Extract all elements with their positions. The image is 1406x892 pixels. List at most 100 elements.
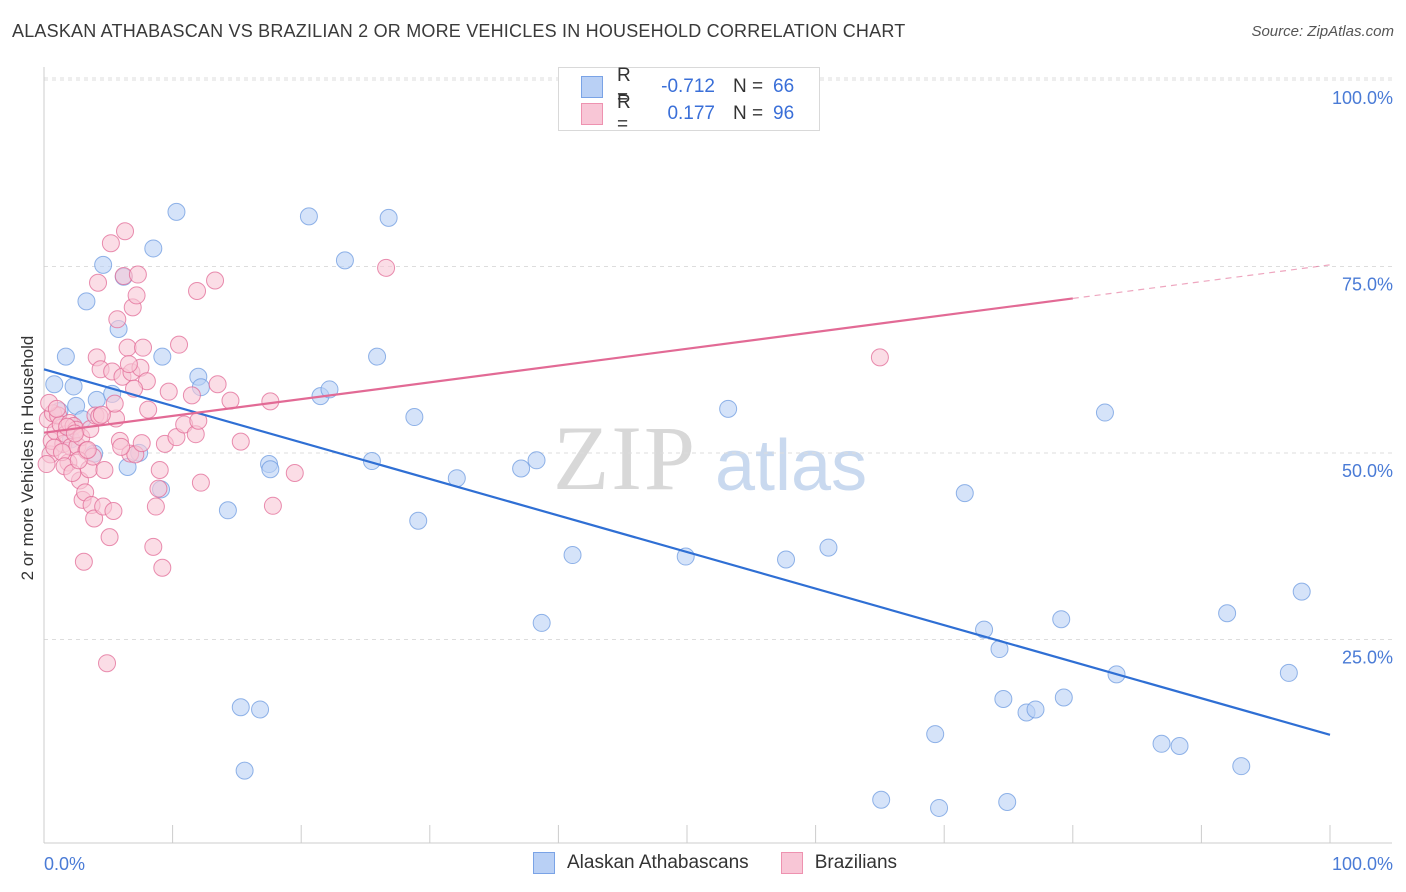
athabascan-point	[777, 550, 796, 569]
brazilian-point	[206, 271, 225, 290]
athabascan-point	[56, 347, 75, 366]
series-legend: Alaskan Athabascans Brazilians	[533, 852, 929, 874]
brazilian-trend-line	[43, 297, 1073, 434]
brazilian-point	[170, 335, 189, 354]
y-tick-label: 100.0%	[1332, 88, 1393, 108]
athabascan-point	[975, 620, 994, 639]
athabascan-point	[1026, 700, 1045, 719]
brazilian-point	[144, 537, 163, 556]
athabascan-point	[167, 202, 186, 221]
athabascan-legend-swatch	[533, 852, 555, 874]
athabascan-point	[261, 460, 280, 479]
athabascan-point	[955, 484, 974, 503]
brazilian-point	[188, 281, 207, 300]
athabascan-point	[77, 292, 96, 311]
athabascan-legend-label: Alaskan Athabascans	[567, 852, 749, 873]
brazilian-swatch	[581, 103, 603, 125]
source-label: Source: ZipAtlas.com	[1251, 23, 1394, 40]
athabascan-point	[563, 546, 582, 565]
athabascan-point	[819, 538, 838, 557]
brazilian-point	[104, 502, 123, 521]
chart-title: ALASKAN ATHABASCAN VS BRAZILIAN 2 OR MOR…	[12, 21, 906, 41]
athabascan-point	[144, 239, 163, 258]
athabascan-point	[251, 700, 270, 719]
athabascan-point	[1170, 737, 1189, 756]
athabascan-point	[218, 501, 237, 520]
n-label: N =	[733, 76, 764, 97]
athabascan-point	[1054, 688, 1073, 707]
brazilian-point	[191, 473, 210, 492]
athabascan-point	[1095, 403, 1114, 422]
athabascan-point	[926, 725, 945, 744]
athabascan-point	[153, 347, 172, 366]
athabascan-point	[998, 792, 1017, 811]
brazilian-point	[105, 394, 124, 413]
y-tick-label: 50.0%	[1342, 461, 1393, 481]
r-label: R =	[617, 65, 631, 108]
brazilian-point	[108, 310, 127, 329]
brazilian-point	[127, 286, 146, 305]
brazilian-point	[74, 552, 93, 571]
athabascan-point	[532, 613, 551, 632]
athabascan-point	[320, 380, 339, 399]
brazilian-point	[146, 497, 165, 516]
brazilian-point	[159, 382, 178, 401]
athabascan-point	[930, 798, 949, 817]
brazilian-point	[92, 405, 111, 424]
athabascan-point	[719, 399, 738, 418]
athabascan-point	[872, 790, 891, 809]
brazilian-point	[128, 265, 147, 284]
brazilian-point	[100, 528, 119, 547]
n-value-athabascan: 66	[773, 76, 795, 97]
brazilian-point	[118, 338, 137, 357]
x-tick-label: 0.0%	[44, 854, 85, 874]
athabascan-point	[527, 451, 546, 470]
brazilian-point	[139, 400, 158, 419]
brazilian-point	[132, 434, 151, 453]
y-tick-label: 25.0%	[1342, 648, 1393, 668]
series-legend-brazilian: Brazilians	[780, 852, 898, 874]
brazilian-trend-line-dashed	[1072, 264, 1331, 300]
stats-legend: R = -0.712 N = 66 R = 0.177 N = 96	[558, 65, 820, 135]
brazilian-point	[47, 399, 66, 418]
brazilian-point	[149, 479, 168, 498]
brazilian-point	[182, 386, 201, 405]
r-value-brazilian: 0.177	[667, 103, 715, 124]
brazilian-point	[112, 437, 131, 456]
athabascan-point	[368, 347, 387, 366]
athabascan-point	[87, 390, 106, 409]
brazilian-point	[78, 440, 97, 459]
n-label: N =	[733, 103, 764, 124]
brazilian-point	[134, 338, 153, 357]
athabascan-point	[994, 690, 1013, 709]
athabascan-trend-line	[43, 368, 1331, 736]
series-legend-athabascan: Alaskan Athabascans	[533, 852, 749, 874]
brazilian-point	[37, 455, 56, 474]
brazilian-point	[119, 355, 138, 374]
x-tick-label: 100.0%	[1332, 854, 1393, 874]
athabascan-point	[1292, 582, 1311, 601]
athabascan-point	[45, 375, 64, 394]
athabascan-swatch	[581, 76, 603, 98]
brazilian-point	[95, 461, 114, 479]
brazilian-point	[89, 273, 108, 292]
athabascan-point	[1232, 757, 1251, 776]
athabascan-point	[1152, 734, 1171, 753]
brazilian-point	[116, 222, 135, 241]
athabascan-point	[1218, 604, 1237, 623]
athabascan-point	[94, 255, 113, 274]
athabascan-point	[512, 459, 531, 478]
stats-legend-row-brazilian: R = 0.177 N = 96	[581, 92, 794, 135]
stats-legend-row-athabascan: R = -0.712 N = 66	[581, 65, 795, 108]
brazilian-point	[263, 496, 282, 515]
athabascan-point	[1279, 663, 1298, 682]
brazilian-legend-label: Brazilians	[814, 852, 898, 873]
athabascan-point	[235, 761, 254, 780]
brazilian-point	[285, 463, 304, 482]
athabascan-point	[299, 207, 318, 226]
brazilian-point	[85, 509, 104, 528]
brazilian-point	[208, 375, 227, 394]
brazilian-point	[98, 654, 117, 673]
watermark-zip: ZIP	[553, 407, 697, 509]
